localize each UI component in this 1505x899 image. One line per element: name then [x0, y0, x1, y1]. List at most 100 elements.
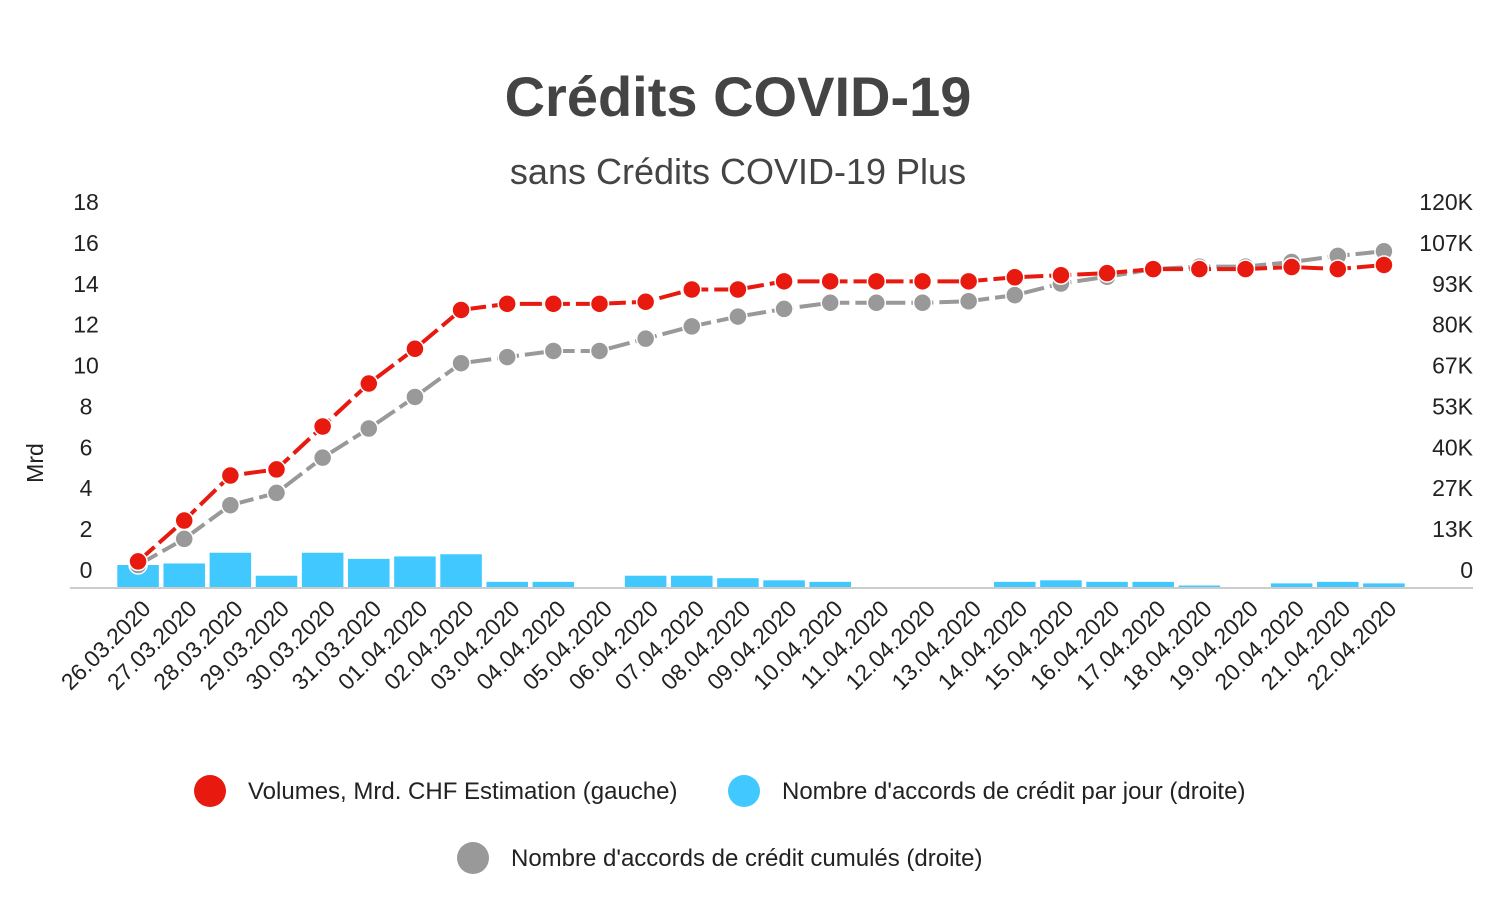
cumulative-approvals-point [543, 341, 564, 361]
daily-approvals-bar [1270, 583, 1313, 588]
right-tick-label: 40K [1432, 434, 1474, 460]
right-tick-label: 0 [1460, 557, 1473, 583]
cumulative-approvals-point [220, 495, 241, 515]
daily-approvals-bar [1040, 580, 1082, 588]
right-tick-label: 93K [1432, 271, 1474, 297]
right-tick-label: 120K [1419, 189, 1473, 215]
right-tick-label: 13K [1432, 516, 1474, 542]
daily-approvals-bar [994, 581, 1036, 588]
daily-approvals-bar [394, 556, 436, 588]
daily-approvals-bar [1086, 581, 1128, 588]
left-tick-label: 0 [80, 557, 93, 583]
cumulative-approvals-point [1005, 285, 1025, 305]
volume-point [1328, 259, 1348, 279]
left-tick-label: 4 [80, 475, 93, 501]
right-axis-ticks: 0 13K 27K 40K 53K 67K 80K 93K 107K 120K [1419, 189, 1473, 583]
volume-point [1051, 265, 1071, 285]
cumulative-approvals-point [451, 353, 471, 373]
volume-line [128, 255, 1394, 572]
right-tick-label: 27K [1432, 475, 1474, 501]
right-tick-label: 67K [1432, 353, 1474, 379]
daily-approvals-bar [809, 581, 851, 588]
volume-point [451, 300, 471, 320]
legend-swatch [194, 775, 226, 807]
volume-point [1281, 257, 1302, 277]
left-tick-label: 14 [73, 271, 99, 297]
volume-point [912, 271, 933, 292]
volume-point [220, 465, 241, 486]
volume-point [682, 279, 702, 300]
cumulative-approvals-path [137, 249, 1385, 567]
legend-label: Nombre d'accords de crédit cumulés (droi… [511, 845, 982, 872]
daily-approvals-bar [624, 575, 667, 588]
volume-point [405, 339, 425, 359]
left-tick-label: 18 [73, 189, 99, 215]
daily-approvals-bar [440, 554, 482, 588]
volume-point [312, 416, 333, 437]
volume-point [820, 271, 840, 292]
daily-approvals-bar [255, 575, 298, 588]
right-tick-label: 80K [1432, 312, 1474, 338]
daily-approvals-bar [301, 552, 344, 588]
legend-swatch [728, 775, 760, 807]
cumulative-approvals-point [912, 293, 933, 313]
volume-point [266, 459, 287, 480]
left-tick-label: 2 [80, 516, 93, 542]
daily-approvals-bar [717, 578, 759, 588]
daily-approvals-bar [209, 552, 252, 588]
cumulative-approvals-point [866, 293, 887, 313]
left-axis-label: Mrd [22, 443, 48, 483]
cumulative-approvals-point [820, 293, 840, 313]
right-tick-label: 107K [1419, 230, 1473, 256]
left-tick-label: 8 [80, 393, 93, 419]
daily-approvals-bar [1363, 583, 1405, 588]
volume-point [1374, 255, 1394, 275]
legend: Volumes, Mrd. CHF Estimation (gauche) Nom… [194, 775, 1245, 874]
cumulative-approvals-point [266, 483, 287, 503]
volume-point [359, 373, 379, 394]
volume-point [589, 294, 610, 314]
volume-point [174, 510, 194, 531]
volume-point [1189, 259, 1210, 279]
volume-point [958, 271, 979, 292]
volume-point [1235, 259, 1256, 279]
daily-approvals-bar [532, 581, 575, 588]
cumulative-approvals-point [359, 418, 379, 439]
left-tick-label: 10 [73, 353, 99, 379]
cumulative-approvals-point [174, 529, 194, 549]
daily-approvals-bar [163, 563, 205, 588]
volume-point [1005, 267, 1025, 287]
cumulative-approvals-line [128, 241, 1394, 575]
volume-point [774, 271, 794, 292]
daily-approvals-bar [486, 581, 528, 588]
x-axis-ticks: 26.03.202027.03.202028.03.202029.03.2020… [56, 595, 1402, 695]
volume-point [128, 551, 148, 572]
daily-approvals-bar [1178, 585, 1221, 588]
legend-swatch [457, 842, 489, 874]
chart-title: Crédits COVID-19 [505, 65, 972, 128]
daily-approvals-bar [348, 558, 390, 588]
volume-point [1143, 259, 1163, 279]
chart-subtitle: sans Crédits COVID-19 Plus [510, 151, 966, 192]
left-axis-ticks: 0 2 4 6 8 10 12 14 16 18 [73, 189, 99, 583]
cumulative-approvals-point [312, 447, 333, 468]
cumulative-approvals-point [635, 328, 656, 349]
cumulative-approvals-point [682, 316, 702, 337]
cumulative-approvals-point [774, 299, 794, 319]
legend-label: Nombre d'accords de crédit par jour (dro… [782, 778, 1245, 805]
volume-path [136, 262, 1385, 563]
daily-approvals-bar [1317, 581, 1359, 588]
volume-point [497, 294, 517, 314]
daily-approvals-bar [671, 575, 713, 588]
cumulative-approvals-point [958, 291, 979, 312]
left-tick-label: 16 [73, 230, 99, 256]
legend-label: Volumes, Mrd. CHF Estimation (gauche) [248, 778, 677, 805]
cumulative-approvals-point [728, 306, 748, 327]
volume-point [1097, 263, 1117, 283]
daily-approvals-bars [117, 552, 1405, 588]
left-tick-label: 6 [80, 434, 93, 460]
volume-point [635, 292, 656, 312]
volume-point [866, 271, 887, 292]
left-tick-label: 12 [73, 312, 99, 338]
daily-approvals-bar [1132, 581, 1174, 588]
